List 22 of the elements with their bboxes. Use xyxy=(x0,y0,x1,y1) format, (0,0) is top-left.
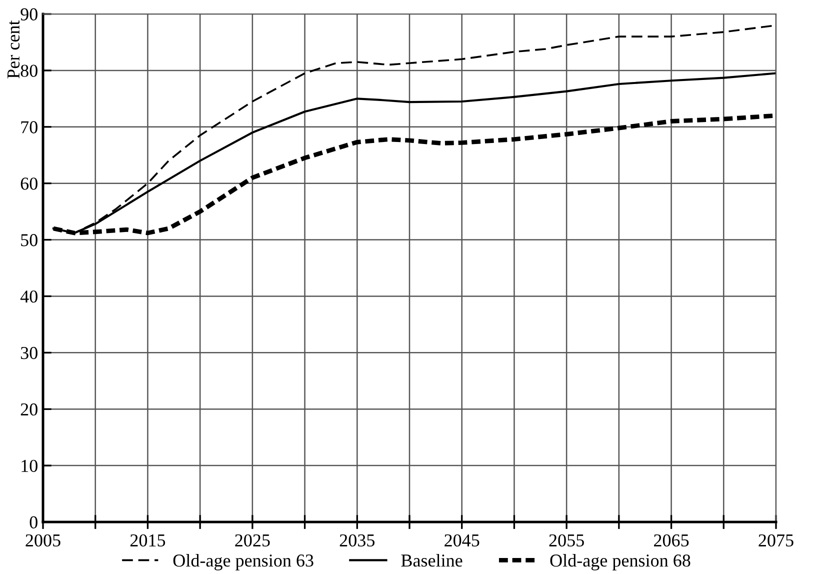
x-tick-label: 2015 xyxy=(130,534,166,547)
y-tick-label: 30 xyxy=(20,346,38,360)
x-tick-label: 2075 xyxy=(758,534,794,547)
y-tick-label: 10 xyxy=(22,460,38,472)
x-tick-label: 2065 xyxy=(654,534,689,547)
y-tick-label: 50 xyxy=(21,234,38,246)
y-tick-label: 20 xyxy=(20,403,38,416)
x-tick-label: 2005 xyxy=(26,534,60,547)
y-tick-label: 40 xyxy=(20,290,38,303)
y-tick-label: 90 xyxy=(20,8,38,20)
legend-label: Old-age pension 63 xyxy=(173,554,314,570)
x-tick-label: 2025 xyxy=(235,534,270,547)
x-tick-label: 2035 xyxy=(340,534,374,547)
x-tick-label: 2045 xyxy=(444,534,480,547)
x-tick-label: 2055 xyxy=(549,534,584,547)
y-tick-label: 70 xyxy=(21,121,38,134)
legend-label: Old-age pension 68 xyxy=(550,554,690,570)
legend-label: Baseline xyxy=(401,554,462,567)
y-tick-label: 60 xyxy=(20,178,38,190)
y-tick-label: 0 xyxy=(30,516,38,528)
y-axis-title: Per cent xyxy=(8,20,20,78)
y-tick-label: 80 xyxy=(20,64,38,77)
